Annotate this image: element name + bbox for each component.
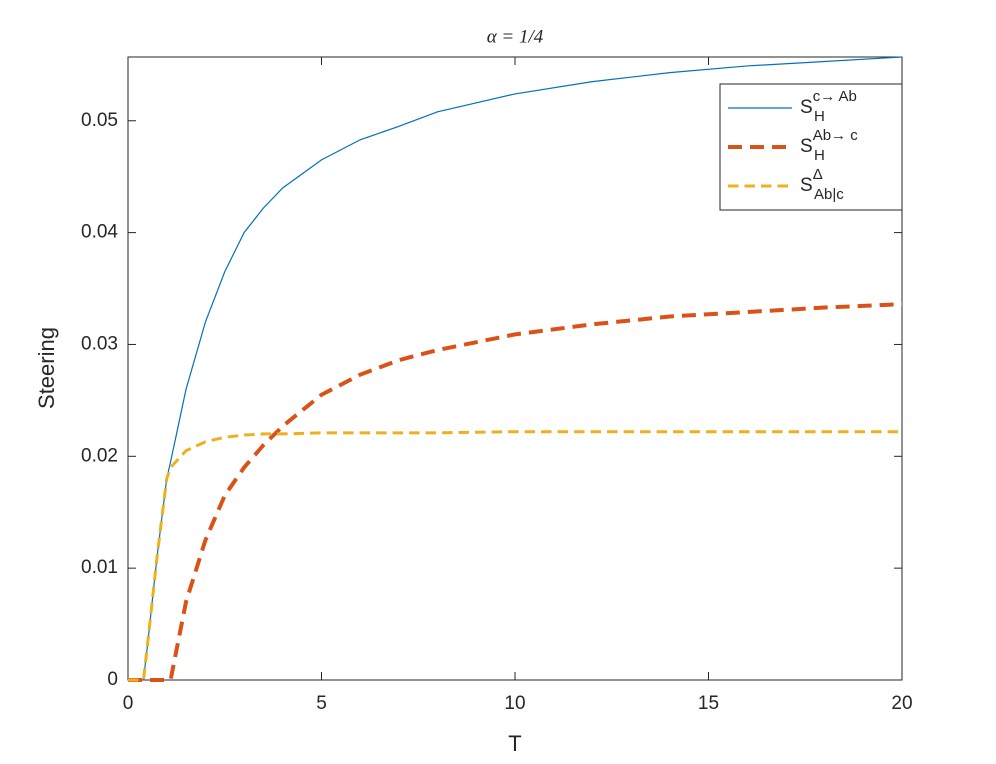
- chart-title: α = 1/4: [487, 26, 544, 47]
- y-tick-label: 0: [107, 669, 118, 690]
- y-tick-label: 0.05: [81, 110, 118, 131]
- y-tick-label: 0.03: [81, 333, 118, 354]
- series-line: [128, 302, 903, 682]
- series-line: [128, 430, 902, 682]
- y-tick-label: 0.01: [81, 557, 118, 578]
- legend-name: S: [800, 175, 813, 196]
- legend-sup: c→ Ab: [813, 88, 857, 105]
- x-tick-label: 5: [316, 693, 327, 714]
- x-axis-label: T: [508, 731, 521, 756]
- y-axis-label: Steering: [34, 327, 59, 409]
- legend-sub: H: [814, 147, 825, 164]
- x-tick-label: 0: [123, 693, 134, 714]
- y-tick-label: 0.02: [81, 445, 118, 466]
- legend-sub: H: [814, 108, 825, 125]
- series-line: [128, 56, 903, 681]
- legend-name: S: [800, 136, 813, 157]
- x-tick-label: 10: [504, 693, 525, 714]
- x-tick-label: 20: [891, 693, 912, 714]
- legend-sub: Ab|c: [814, 186, 844, 203]
- x-tick-label: 15: [698, 693, 719, 714]
- y-tick-label: 0.04: [81, 222, 118, 243]
- legend-sup: Ab→ c: [813, 127, 859, 144]
- legend-label: Sc→ Ab H: [800, 88, 857, 125]
- legend-sup: Δ: [813, 166, 823, 183]
- legend-label: SAb→ c H: [800, 127, 858, 164]
- legend-label: SΔ Ab|c: [800, 166, 844, 203]
- legend-name: S: [800, 97, 813, 118]
